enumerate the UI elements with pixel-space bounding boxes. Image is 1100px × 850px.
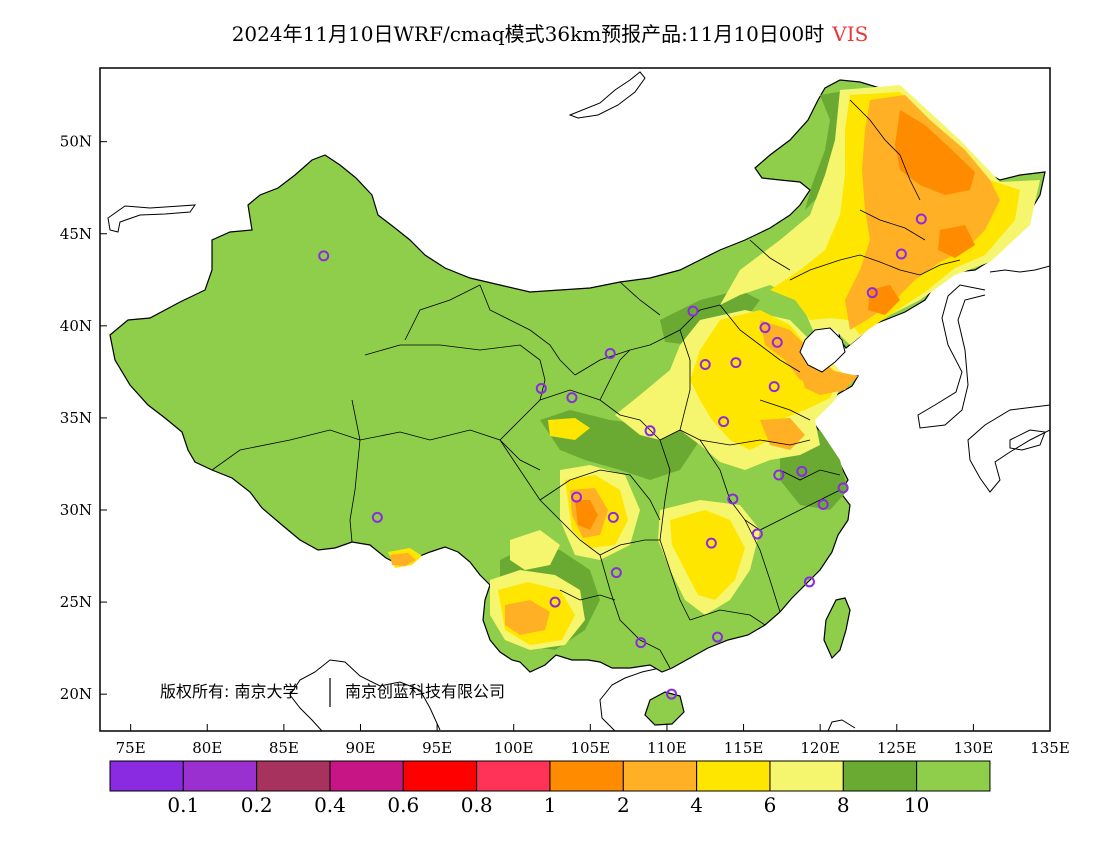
legend-label: 6 (764, 793, 777, 817)
station-marker (817, 498, 829, 510)
lon-label: 95E (422, 739, 452, 757)
station-marker (549, 596, 561, 608)
copyright-org2: 南京创蓝科技有限公司 (345, 682, 505, 701)
lon-label: 125E (877, 739, 917, 757)
longitude-axis: 75E 80E 85E 90E 95E 100E 105E 110E 115E 120E 125E 1… (116, 724, 1070, 757)
legend-label: 0.6 (387, 793, 419, 817)
legend-label: 1 (544, 793, 557, 817)
lon-label: 115E (724, 739, 764, 757)
lon-label: 110E (647, 739, 687, 757)
station-marker (759, 322, 771, 334)
station-marker (712, 631, 723, 643)
legend-swatch (622, 760, 698, 792)
lon-label: 75E (116, 739, 146, 757)
station-marker (687, 305, 699, 317)
bohai-sea (799, 327, 846, 373)
taiwan-island (823, 597, 851, 660)
lat-label: 25N (60, 593, 92, 611)
lat-label: 30N (60, 501, 92, 519)
legend-label: 4 (690, 793, 703, 817)
title-variable: VIS (832, 22, 869, 46)
lon-label: 85E (269, 739, 299, 757)
lat-label: 35N (60, 409, 92, 427)
lat-label: 45N (60, 225, 92, 243)
station-marker (610, 567, 622, 579)
legend-label: 8 (837, 793, 850, 817)
lon-label: 120E (800, 739, 840, 757)
legend-swatch (402, 760, 478, 792)
latitude-axis: 50N 45N 40N 35N 30N 25N 20N (60, 133, 107, 703)
station-marker (771, 336, 783, 348)
station-marker (535, 382, 547, 394)
legend-label: 0.4 (314, 793, 346, 817)
legend-swatch (549, 760, 624, 792)
map-title: 2024年11月10日WRF/cmaq模式36km预报产品:11月10日00时 V… (0, 18, 1100, 47)
lat-label: 50N (60, 133, 92, 151)
station-marker (566, 392, 578, 404)
hainan-island (644, 691, 685, 726)
legend-swatch (109, 760, 184, 792)
legend-label: 0.8 (461, 793, 493, 817)
station-marker (727, 493, 739, 505)
station-marker (895, 248, 907, 260)
vis-shading (388, 85, 1040, 650)
lon-label: 90E (345, 739, 375, 757)
station-marker (705, 537, 717, 549)
station-marker (915, 213, 927, 225)
legend-swatch (696, 760, 771, 792)
station-marker (371, 511, 383, 523)
map-area: 版权所有: 南京大学 南京创蓝科技有限公司 (107, 71, 1050, 731)
lat-label: 20N (60, 685, 92, 703)
station-marker (730, 357, 742, 369)
station-marker (866, 287, 878, 299)
station-marker (837, 482, 849, 494)
map-frame (99, 67, 1051, 732)
legend-label: 0.2 (241, 793, 273, 817)
station-marker (571, 491, 583, 503)
legend-label: 2 (617, 793, 630, 817)
station-marker (666, 688, 678, 700)
lon-label: 105E (571, 739, 611, 757)
color-legend: 0.1 0.2 0.4 0.6 0.8 1 2 4 6 8 10 (109, 760, 991, 817)
foreign-coastlines (107, 71, 1050, 731)
lat-label: 40N (60, 317, 92, 335)
legend-label: 10 (904, 793, 929, 817)
lon-label: 80E (192, 739, 222, 757)
station-marker (635, 637, 647, 649)
station-marker (318, 250, 330, 262)
province-borders (211, 99, 961, 669)
station-marker (718, 416, 730, 428)
legend-swatch (476, 760, 551, 792)
legend-swatch (842, 760, 918, 792)
station-marker (768, 381, 780, 393)
station-marker (607, 511, 619, 523)
station-marker (644, 425, 656, 437)
copyright-org1: 版权所有: 南京大学 (160, 682, 298, 701)
lon-label: 100E (494, 739, 534, 757)
legend-swatch (256, 760, 331, 792)
monitoring-stations (318, 213, 927, 700)
station-marker (699, 359, 711, 371)
station-marker (803, 576, 815, 588)
station-marker (773, 469, 785, 481)
lon-label: 135E (1030, 739, 1070, 757)
legend-label: 0.1 (167, 793, 199, 817)
title-main: 2024年11月10日WRF/cmaq模式36km预报产品:11月10日00时 (231, 22, 825, 46)
legend-swatch (769, 760, 844, 792)
legend-swatch (329, 760, 404, 792)
legend-swatch (916, 760, 991, 792)
station-marker (796, 465, 808, 477)
lon-label: 130E (954, 739, 994, 757)
legend-swatch (182, 760, 258, 792)
station-marker (604, 347, 616, 359)
station-marker (751, 528, 763, 540)
